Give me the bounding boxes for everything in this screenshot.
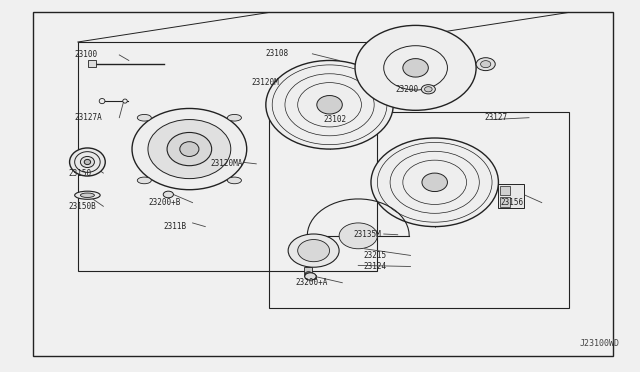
Ellipse shape — [305, 272, 312, 275]
Text: 23127A: 23127A — [75, 113, 102, 122]
Bar — [179, 155, 195, 162]
Ellipse shape — [123, 99, 127, 103]
Ellipse shape — [298, 240, 330, 262]
Ellipse shape — [305, 273, 316, 280]
Text: 23156: 23156 — [500, 198, 524, 207]
Ellipse shape — [481, 61, 491, 68]
Ellipse shape — [180, 142, 199, 157]
Ellipse shape — [70, 148, 105, 176]
Ellipse shape — [138, 115, 151, 121]
Text: 23135M: 23135M — [354, 230, 381, 239]
Text: 23100: 23100 — [75, 51, 98, 60]
Text: 23200: 23200 — [395, 85, 419, 94]
Bar — [88, 61, 97, 67]
Ellipse shape — [84, 160, 91, 164]
Ellipse shape — [288, 234, 339, 267]
Ellipse shape — [339, 223, 378, 249]
Text: 23108: 23108 — [266, 49, 289, 58]
Ellipse shape — [403, 59, 428, 77]
Ellipse shape — [421, 85, 435, 94]
Bar — [499, 184, 524, 208]
Ellipse shape — [132, 109, 246, 190]
Text: 23200+A: 23200+A — [296, 278, 328, 287]
Text: 2311B: 2311B — [164, 222, 187, 231]
Ellipse shape — [99, 99, 105, 104]
Text: 23124: 23124 — [364, 262, 387, 271]
Ellipse shape — [163, 191, 173, 198]
Ellipse shape — [81, 157, 95, 167]
Ellipse shape — [355, 25, 476, 110]
Ellipse shape — [424, 87, 432, 92]
Text: 23150: 23150 — [68, 169, 92, 177]
Ellipse shape — [227, 177, 241, 184]
Ellipse shape — [148, 119, 231, 179]
Ellipse shape — [317, 96, 342, 114]
Text: 23102: 23102 — [323, 115, 346, 124]
Text: 23120M: 23120M — [252, 78, 280, 87]
Text: 23127: 23127 — [484, 113, 508, 122]
Text: 23200+B: 23200+B — [148, 198, 180, 207]
Ellipse shape — [167, 132, 212, 166]
Ellipse shape — [476, 58, 495, 71]
Bar — [306, 275, 316, 279]
Ellipse shape — [227, 115, 241, 121]
Text: 23215: 23215 — [364, 251, 387, 260]
Ellipse shape — [138, 177, 151, 184]
Ellipse shape — [371, 138, 499, 227]
Ellipse shape — [422, 173, 447, 192]
Ellipse shape — [81, 193, 95, 198]
Bar — [269, 112, 568, 308]
Text: J23100WD: J23100WD — [579, 340, 620, 349]
Bar — [500, 197, 510, 208]
Text: 23120MA: 23120MA — [211, 159, 243, 169]
Bar — [304, 267, 312, 276]
Bar — [500, 186, 510, 195]
Text: 23150B: 23150B — [68, 202, 96, 211]
Ellipse shape — [75, 191, 100, 199]
Ellipse shape — [266, 61, 394, 149]
Bar — [78, 42, 378, 271]
